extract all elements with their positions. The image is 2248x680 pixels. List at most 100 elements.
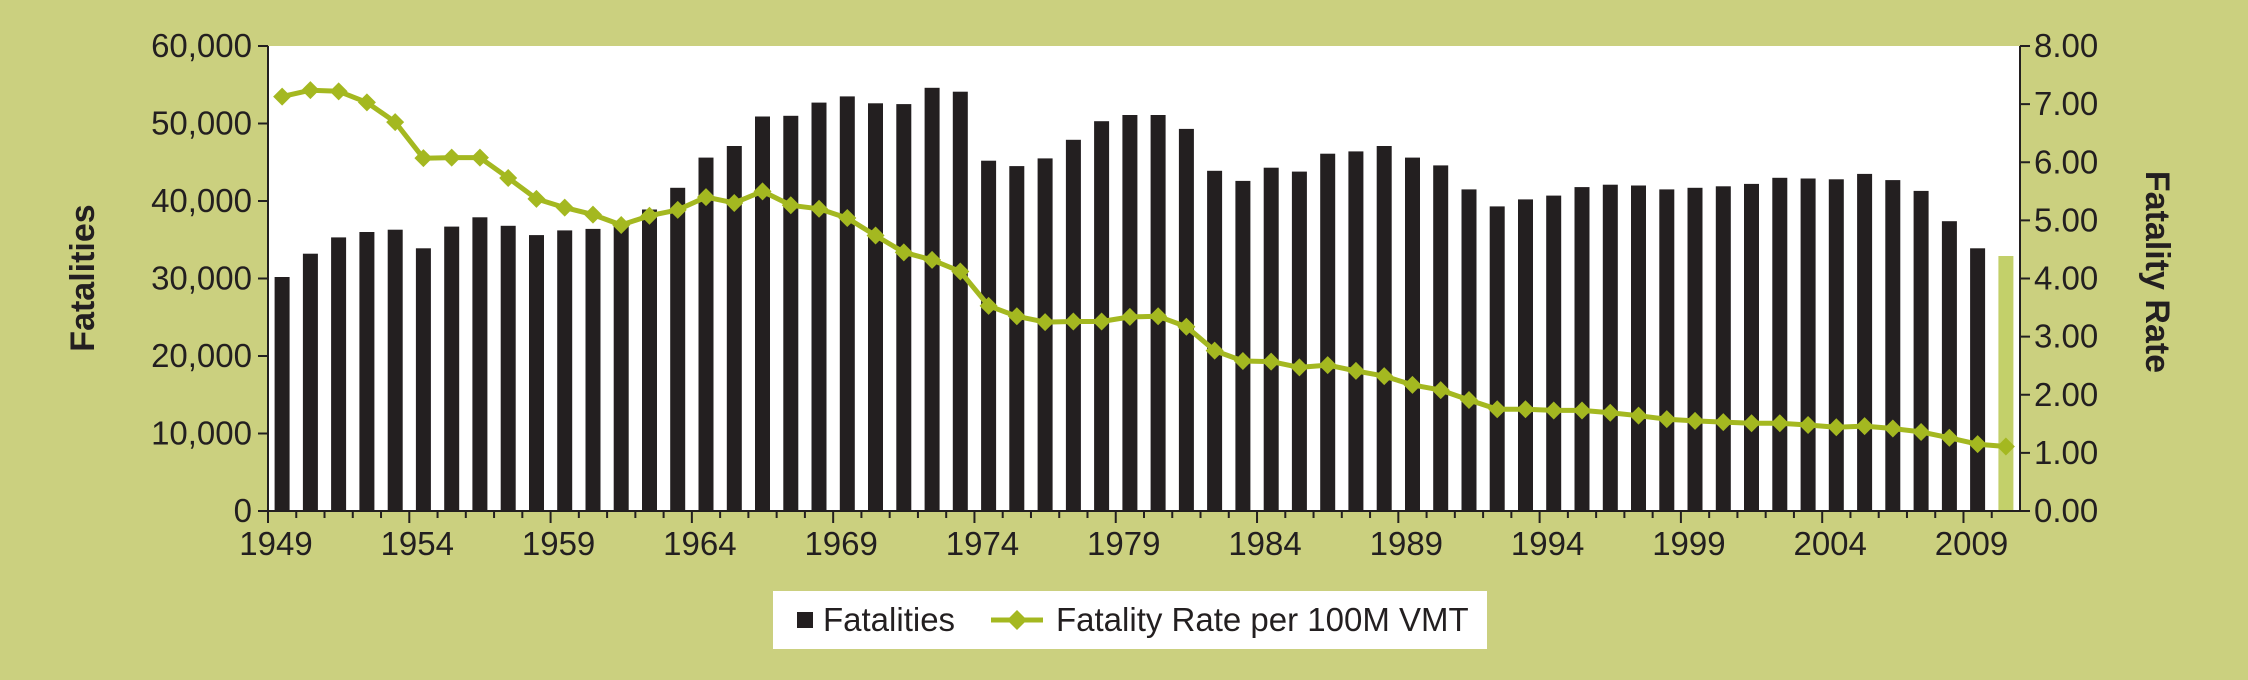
bar-1969 [839, 96, 855, 512]
bar-1958 [529, 235, 544, 511]
rate-point-1990 [1431, 381, 1450, 400]
bar-2002 [1772, 177, 1788, 512]
legend-fatalities-label: Fatalities [823, 601, 955, 638]
rate-point-2004 [1827, 418, 1846, 437]
bar-1949 [274, 277, 290, 511]
bar-2008 [1941, 221, 1957, 511]
bar-1988 [1376, 146, 1392, 511]
bar-1984 [1263, 167, 1279, 511]
bar-1982 [1207, 170, 1223, 512]
bar-1993 [1518, 199, 1533, 511]
bar-2006 [1885, 180, 1901, 511]
rate-point-1954 [414, 149, 433, 168]
legend-rate-marker [1007, 610, 1027, 630]
rate-point-1993 [1516, 400, 1535, 419]
x-tick-label: 1949 [239, 525, 312, 562]
axes-layer: 0 10,000 20,000 30,000 40,000 50,000 60,000 0.0… [151, 27, 2098, 562]
bar-1985 [1291, 171, 1307, 511]
bar-2010 [1998, 256, 2014, 511]
legend: Fatalities Fatality Rate per 100M VMT [773, 591, 1487, 649]
bar-1992 [1489, 206, 1505, 511]
rate-point-1992 [1488, 400, 1507, 419]
x-tick-label: 2009 [1935, 525, 2008, 562]
bar-1953 [387, 229, 403, 511]
rate-point-2007 [1912, 422, 1931, 441]
bar-2001 [1744, 183, 1759, 511]
y-tick-label: 40,000 [151, 182, 252, 219]
rate-point-1961 [612, 216, 631, 235]
bar-1964 [698, 157, 714, 511]
y2-axis-title: Fatality Rate [2138, 171, 2176, 373]
legend-box [773, 591, 1487, 649]
rate-point-1972 [923, 250, 942, 269]
rate-point-2008 [1940, 428, 1959, 447]
rate-point-1988 [1375, 367, 1394, 386]
rate-point-1977 [1064, 312, 1083, 331]
bar-1971 [896, 104, 912, 511]
rate-point-1986 [1318, 356, 1337, 375]
rate-point-1953 [386, 113, 405, 132]
rate-point-1971 [894, 243, 913, 262]
bar-1998 [1659, 189, 1675, 511]
rate-point-2009 [1968, 435, 1987, 454]
rate-point-2001 [1742, 414, 1761, 433]
rate-point-1980 [1149, 307, 1168, 326]
bar-1996 [1602, 184, 1618, 511]
rate-point-1989 [1403, 375, 1422, 394]
bar-1955 [444, 226, 460, 511]
rate-point-2002 [1770, 414, 1789, 433]
rate-point-1965 [725, 193, 744, 212]
y-tick-label: 50,000 [151, 105, 252, 142]
bar-1987 [1348, 151, 1364, 511]
bar-2003 [1800, 178, 1816, 511]
x-tick-label: 1969 [804, 525, 877, 562]
bar-1999 [1687, 187, 1703, 512]
y-tick-label: 30,000 [151, 260, 252, 297]
rate-point-1968 [810, 199, 829, 218]
rate-point-1967 [781, 196, 800, 215]
rate-point-1970 [866, 226, 885, 245]
rate-point-1981 [1177, 317, 1196, 336]
rate-point-1966 [753, 182, 772, 201]
rate-point-1962 [640, 206, 659, 225]
rate-point-1974 [979, 296, 998, 315]
bar-1951 [331, 237, 347, 511]
rate-point-1956 [470, 148, 489, 167]
y2-tick-label: 7.00 [2034, 85, 2098, 122]
y-tick-label: 20,000 [151, 337, 252, 374]
bar-1957 [500, 225, 516, 512]
bar-1970 [868, 103, 883, 512]
bar-1997 [1631, 185, 1646, 511]
bar-1990 [1433, 165, 1449, 511]
bar-1976 [1037, 158, 1053, 511]
x-tick-label: 2004 [1793, 525, 1866, 562]
bar-1952 [359, 232, 375, 511]
rate-point-1979 [1120, 307, 1139, 326]
bar-1973 [952, 91, 968, 511]
bar-1963 [670, 187, 686, 512]
rate-point-1973 [951, 262, 970, 281]
rate-point-1996 [1601, 403, 1620, 422]
rate-point-1975 [1007, 307, 1026, 326]
x-tick-label: 1994 [1511, 525, 1584, 562]
x-tick-label: 1999 [1652, 525, 1725, 562]
bar-1995 [1574, 187, 1590, 511]
bar-1961 [613, 224, 629, 512]
bar-2007 [1913, 190, 1929, 511]
x-tick-label: 1959 [522, 525, 595, 562]
rate-point-2003 [1799, 415, 1818, 434]
bar-1967 [783, 115, 799, 512]
bar-1965 [726, 146, 742, 511]
line-layer [273, 81, 2015, 456]
x-tick-label: 1964 [663, 525, 736, 562]
bar-2005 [1857, 173, 1873, 511]
bar-1962 [642, 209, 657, 511]
y2-tick-label: 5.00 [2034, 201, 2098, 238]
rate-point-1959 [555, 198, 574, 217]
rate-point-1951 [329, 82, 348, 101]
bar-1960 [585, 228, 601, 511]
bar-1991 [1461, 189, 1477, 511]
bar-1966 [755, 116, 770, 511]
x-tick-label: 1984 [1228, 525, 1301, 562]
x-tick-label: 1974 [946, 525, 1019, 562]
